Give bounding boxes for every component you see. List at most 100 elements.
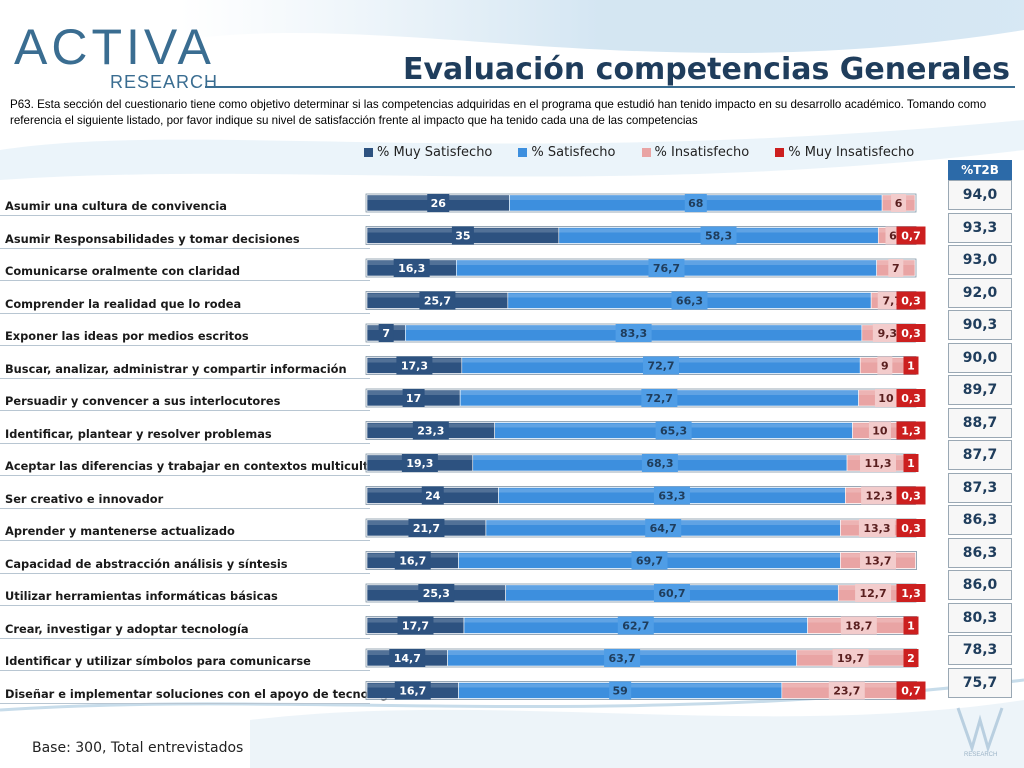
data-label-muy-satisfecho: 24	[425, 490, 441, 503]
chart-legend: % Muy Satisfecho % Satisfecho % Insatisf…	[364, 143, 940, 161]
data-label-bg	[903, 649, 919, 667]
category-label: Asumir una cultura de convivencia	[5, 199, 227, 213]
row-separator	[0, 377, 370, 379]
bar-frame	[365, 193, 917, 213]
row-separator	[0, 312, 370, 314]
category-label: Identificar, plantear y resolver problem…	[5, 426, 272, 441]
row-separator	[0, 410, 370, 411]
data-label-muy-insatisfecho: 0,3	[901, 522, 921, 535]
data-label-satisfecho: 69,7	[636, 555, 663, 568]
company-logo: ACTIVA RESEARCH	[14, 18, 217, 98]
data-label-muy-satisfecho: 16,7	[399, 685, 426, 698]
data-label-insatisfecho: 7	[892, 262, 900, 275]
page-title: Evaluación competencias Generales	[403, 52, 1010, 87]
data-label-muy-satisfecho: 17,7	[402, 620, 429, 633]
data-label-muy-satisfecho: 17	[406, 392, 421, 405]
legend-label: % Muy Satisfecho	[377, 144, 493, 160]
data-label-muy-insatisfecho: 0,7	[901, 230, 921, 243]
t2b-value: 93,3	[948, 212, 1012, 243]
row-separator	[0, 247, 370, 249]
data-label-bg	[858, 519, 895, 537]
data-label-insatisfecho: 9	[881, 360, 889, 373]
data-label-insatisfecho: 12,3	[866, 490, 893, 503]
row-separator	[0, 637, 370, 639]
footer-logo-mark: RESEARCH	[956, 707, 1004, 758]
t2b-value: 86,3	[948, 505, 1012, 535]
data-label-satisfecho: 65,3	[660, 425, 687, 438]
data-label-muy-satisfecho: 19,3	[406, 457, 433, 470]
data-label-bg	[641, 454, 678, 472]
data-label-bg	[877, 356, 893, 375]
data-label-bg	[397, 616, 434, 635]
data-label-bg	[645, 519, 682, 537]
t2b-value: 90,0	[948, 342, 1012, 373]
data-label-bg	[648, 259, 685, 277]
row-separator	[0, 475, 370, 476]
category-label: Aprender y mantenerse actualizado	[5, 524, 235, 538]
data-label-muy-insatisfecho: 0,3	[901, 327, 921, 340]
data-label-muy-satisfecho: 14,7	[394, 652, 421, 665]
bar-frame	[365, 258, 917, 278]
data-label-satisfecho: 76,7	[653, 262, 680, 275]
row-separator	[0, 605, 370, 606]
t2b-value: 90,3	[948, 310, 1012, 340]
row-separator	[0, 572, 370, 574]
data-label-bg	[896, 324, 926, 342]
footer-mark-text: RESEARCH	[964, 752, 997, 758]
row-separator	[0, 442, 370, 444]
t2b-value: 75,7	[948, 667, 1012, 698]
data-label-insatisfecho: 12,7	[860, 587, 887, 600]
data-label-bg	[903, 616, 919, 635]
data-label-bg	[828, 681, 865, 700]
t2b-value: 94,0	[948, 180, 1012, 210]
data-label-bg	[389, 649, 426, 667]
data-label-bg	[861, 486, 898, 505]
data-label-muy-satisfecho: 25,3	[423, 587, 450, 600]
category-label: Ser creativo e innovador	[5, 491, 164, 506]
data-label-muy-insatisfecho: 1	[907, 457, 915, 470]
category-label: Capacidad de abstracción análisis y sínt…	[5, 556, 288, 571]
data-label-insatisfecho: 19,7	[837, 652, 864, 665]
row-separator	[0, 540, 370, 541]
category-label: Buscar, analizar, administrar y comparti…	[5, 361, 347, 376]
data-label-insatisfecho: 10	[878, 392, 894, 405]
legend-label: % Satisfecho	[531, 144, 616, 160]
data-label-bg	[860, 454, 897, 472]
category-label: Exponer las ideas por medios escritos	[5, 329, 249, 343]
legend-swatch	[775, 147, 785, 157]
data-label-muy-insatisfecho: 1	[907, 360, 915, 373]
data-label-insatisfecho: 6	[895, 197, 903, 210]
data-label-insatisfecho: 13,7	[864, 555, 891, 568]
data-label-bg	[643, 356, 680, 375]
data-label-bg	[617, 616, 654, 635]
data-label-bg	[421, 486, 444, 505]
data-label-bg	[700, 226, 737, 245]
data-label-insatisfecho: 10	[872, 425, 888, 438]
t2b-value: 87,7	[948, 440, 1012, 470]
data-label-satisfecho: 72,7	[647, 360, 674, 373]
data-label-bg	[872, 324, 902, 342]
data-label-bg	[896, 681, 926, 700]
t2b-value: 80,3	[948, 602, 1012, 633]
data-label-bg	[427, 194, 450, 212]
data-label-bg	[888, 259, 904, 277]
logo-wordmark: ACTIVA	[14, 19, 215, 75]
data-label-bg	[378, 324, 394, 342]
legend-swatch	[518, 147, 528, 157]
data-label-bg	[393, 259, 430, 277]
data-label-satisfecho: 63,7	[609, 652, 636, 665]
data-label-bg	[868, 421, 891, 440]
data-label-muy-satisfecho: 21,7	[413, 522, 440, 535]
data-label-bg	[896, 486, 926, 505]
data-label-bg	[402, 389, 425, 407]
data-label-bg	[896, 519, 926, 537]
data-label-bg	[860, 551, 897, 570]
data-label-bg	[896, 421, 926, 440]
data-label-satisfecho: 62,7	[622, 620, 649, 633]
t2b-header: %T2B	[948, 160, 1012, 180]
legend-item-insatisfecho: % Insatisfecho	[641, 145, 749, 160]
data-label-muy-insatisfecho: 0,3	[901, 392, 921, 405]
category-label: Aceptar las diferencias y trabajar en co…	[5, 459, 409, 473]
data-label-muy-insatisfecho: 2	[907, 652, 915, 665]
